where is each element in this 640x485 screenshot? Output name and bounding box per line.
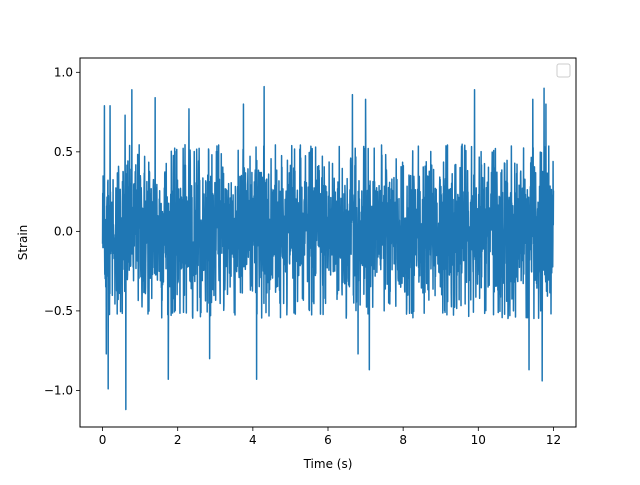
x-tick-label: 0	[99, 433, 107, 447]
y-tick-label: 0.0	[54, 224, 73, 238]
x-tick-label: 8	[399, 433, 407, 447]
x-tick-label: 6	[324, 433, 332, 447]
y-axis: −1.0 −0.5 0.0 0.5 1.0	[44, 65, 80, 397]
series-layer	[101, 85, 555, 411]
x-axis-label: Time (s)	[303, 457, 353, 471]
legend-box[interactable]	[556, 63, 571, 78]
y-tick-label: 1.0	[54, 65, 73, 79]
y-axis-label: Strain	[16, 225, 30, 261]
x-tick-label: 4	[249, 433, 257, 447]
x-tick-label: 10	[471, 433, 486, 447]
x-tick-label: 2	[174, 433, 182, 447]
x-axis: 0 2 4 6 8 10 12	[99, 427, 561, 447]
x-tick-label: 12	[546, 433, 561, 447]
y-tick-label: 0.5	[54, 145, 73, 159]
series-line	[101, 85, 555, 411]
y-tick-label: −0.5	[44, 304, 73, 318]
y-tick-label: −1.0	[44, 383, 73, 397]
